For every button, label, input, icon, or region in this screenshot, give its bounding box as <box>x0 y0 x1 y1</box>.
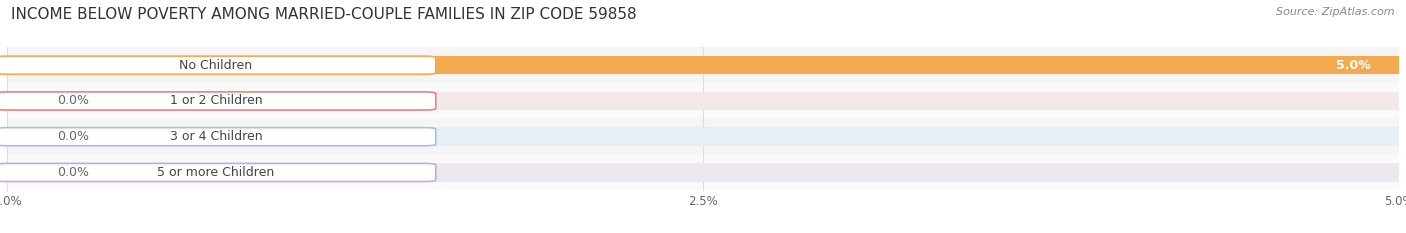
Text: 0.0%: 0.0% <box>58 94 89 107</box>
Bar <box>7 154 1399 190</box>
FancyBboxPatch shape <box>0 163 436 182</box>
Text: 5.0%: 5.0% <box>1336 59 1371 72</box>
Bar <box>7 119 1399 154</box>
Bar <box>7 92 1399 110</box>
Text: 5 or more Children: 5 or more Children <box>157 166 274 179</box>
FancyBboxPatch shape <box>0 128 436 146</box>
FancyBboxPatch shape <box>0 92 436 110</box>
Text: No Children: No Children <box>179 59 253 72</box>
Text: 1 or 2 Children: 1 or 2 Children <box>170 94 262 107</box>
Bar <box>7 47 1399 83</box>
Text: Source: ZipAtlas.com: Source: ZipAtlas.com <box>1277 7 1395 17</box>
Bar <box>7 56 1399 75</box>
Bar <box>7 56 1399 75</box>
FancyBboxPatch shape <box>0 56 436 74</box>
Bar <box>7 127 1399 146</box>
Text: 0.0%: 0.0% <box>58 166 89 179</box>
Text: INCOME BELOW POVERTY AMONG MARRIED-COUPLE FAMILIES IN ZIP CODE 59858: INCOME BELOW POVERTY AMONG MARRIED-COUPL… <box>11 7 637 22</box>
Bar <box>7 83 1399 119</box>
Bar <box>7 163 1399 182</box>
Text: 0.0%: 0.0% <box>58 130 89 143</box>
Text: 3 or 4 Children: 3 or 4 Children <box>170 130 262 143</box>
